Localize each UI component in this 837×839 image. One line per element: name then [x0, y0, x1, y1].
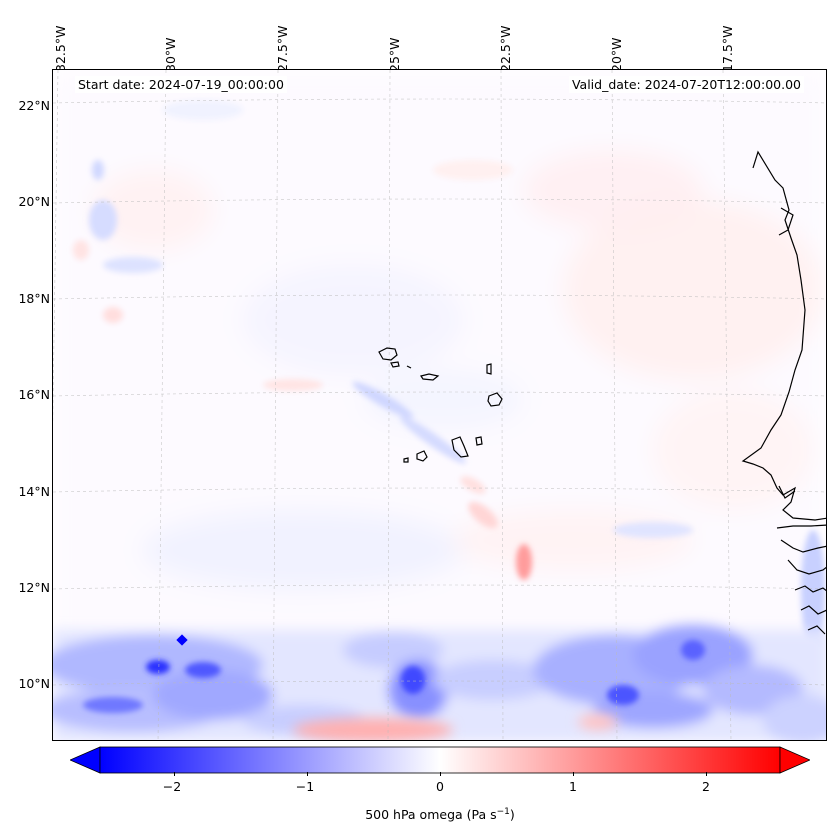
colorbar-label-main: 500 hPa omega (Pa s [365, 807, 497, 823]
colorbar-tick-neg1: −1 [295, 779, 315, 794]
colorbar-svg [68, 746, 812, 774]
colorbar-tickmark-neg1 [307, 772, 308, 776]
lon-label-27.5w: 27.5°W [275, 25, 290, 72]
lat-label-10n: 10°N [18, 676, 50, 691]
colorbar [68, 745, 812, 775]
lon-label-32.5w: 32.5°W [53, 25, 68, 72]
lat-label-16n: 16°N [18, 387, 50, 402]
positive-omega-south [293, 714, 618, 740]
colorbar-tick-neg2: −2 [162, 779, 182, 794]
lat-label-22n: 22°N [18, 98, 50, 113]
colorbar-extend-max [779, 746, 812, 774]
start-date-text: Start date: 2024-07-19_00:00:00 [75, 76, 287, 93]
colorbar-tick-0: 0 [436, 779, 444, 794]
colorbar-label-close: ) [509, 807, 515, 823]
omega-map: Start date: 2024-07-19_00:00:00 Valid_da… [52, 69, 827, 741]
colorbar-label: 500 hPa omega (Pa s−1) [0, 807, 837, 822]
colorbar-label-exponent: −1 [496, 807, 510, 817]
colorbar-tickmark-0 [440, 772, 441, 776]
omega-field-svg [53, 70, 826, 740]
colorbar-tickmark-neg2 [174, 772, 175, 776]
colorbar-tick-1: 1 [569, 779, 577, 794]
colorbar-extend-min [68, 746, 101, 774]
valid-date-text: Valid_date: 2024-07-20T12:00:00.00 [568, 76, 804, 93]
west-africa-coastline [741, 150, 826, 635]
lon-label-17.5w: 17.5°W [720, 25, 735, 72]
lon-label-30w: 30°W [163, 37, 178, 72]
colorbar-bar [99, 746, 781, 774]
lat-label-12n: 12°N [18, 580, 50, 595]
lat-label-18n: 18°N [18, 291, 50, 306]
colorbar-tick-2: 2 [702, 779, 710, 794]
lon-label-22.5w: 22.5°W [498, 25, 513, 72]
colorbar-tickmark-2 [706, 772, 707, 776]
lat-label-14n: 14°N [18, 484, 50, 499]
lat-label-20n: 20°N [18, 194, 50, 209]
graticule [53, 70, 826, 740]
colorbar-tickmark-1 [573, 772, 574, 776]
omega-features-small [73, 100, 825, 650]
lon-label-25w: 25°W [387, 37, 402, 72]
cape-verde-islands [378, 347, 503, 463]
itcz-cores [83, 640, 705, 713]
lon-label-20w: 20°W [609, 37, 624, 72]
